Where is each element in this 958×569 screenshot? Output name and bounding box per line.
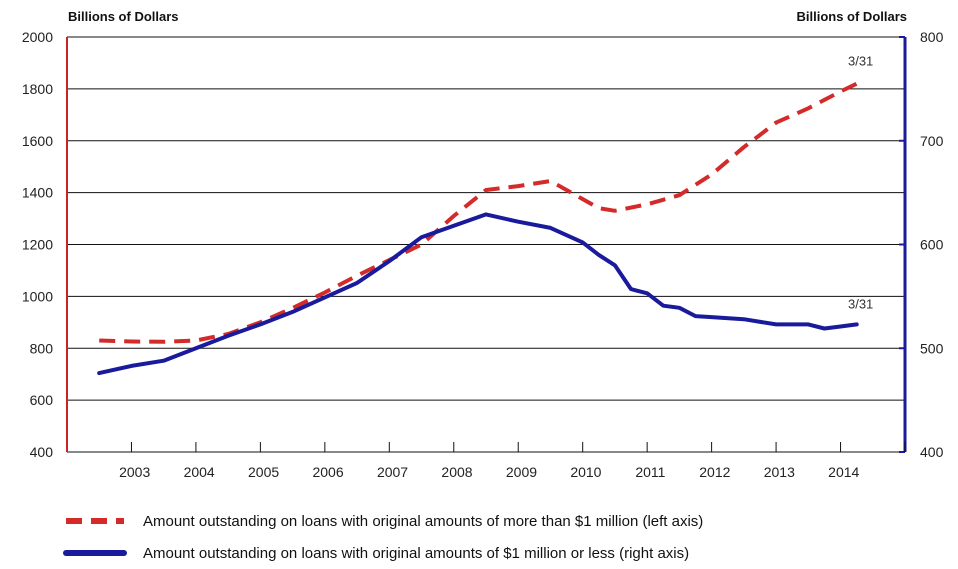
x-tick-label-2011: 2011 xyxy=(635,464,665,480)
x-tick-label-2008: 2008 xyxy=(441,464,472,480)
x-tick-label-2006: 2006 xyxy=(312,464,343,480)
right-tick-label-400: 400 xyxy=(920,444,944,460)
series-line-large-loans xyxy=(99,81,858,344)
x-tick-label-2014: 2014 xyxy=(828,464,859,480)
left-axis-title: Billions of Dollars xyxy=(68,9,179,24)
x-tick-label-2010: 2010 xyxy=(570,464,601,480)
left-axis-ticks: 400 600 800 1000 1200 1400 1600 1800 2000 xyxy=(22,29,53,460)
left-tick-label-1800: 1800 xyxy=(22,81,53,97)
right-axis-title: Billions of Dollars xyxy=(796,9,907,24)
x-tick-label-2003: 2003 xyxy=(119,464,150,480)
left-tick-label-400: 400 xyxy=(30,444,54,460)
x-tick-label-2007: 2007 xyxy=(377,464,408,480)
left-tick-label-1400: 1400 xyxy=(22,185,53,201)
legend: Amount outstanding on loans with origina… xyxy=(63,513,703,562)
right-tick-label-800: 800 xyxy=(920,29,944,45)
left-tick-label-1000: 1000 xyxy=(22,288,53,304)
x-tick-label-2004: 2004 xyxy=(184,464,215,480)
legend-label-small-loans: Amount outstanding on loans with origina… xyxy=(143,545,689,562)
left-tick-label-1600: 1600 xyxy=(22,133,53,149)
right-tick-label-500: 500 xyxy=(920,340,944,356)
left-tick-label-2000: 2000 xyxy=(22,29,53,45)
left-tick-label-800: 800 xyxy=(30,340,54,356)
x-axis-ticks: 2003 2004 2005 2006 2007 2008 2009 2010 2011 2012… xyxy=(119,442,906,480)
left-tick-label-1200: 1200 xyxy=(22,237,53,253)
series-end-labels: 3/31 3/31 xyxy=(848,54,873,312)
series-lines xyxy=(97,81,859,376)
x-tick-label-2005: 2005 xyxy=(248,464,279,480)
x-tick-label-2013: 2013 xyxy=(764,464,795,480)
x-tick-label-2012: 2012 xyxy=(699,464,730,480)
left-tick-label-600: 600 xyxy=(30,392,54,408)
end-label-large-loans: 3/31 xyxy=(848,54,873,69)
right-tick-label-700: 700 xyxy=(920,133,944,149)
right-axis-ticks: 400 500 600 700 800 xyxy=(899,29,944,460)
series-line-small-loans xyxy=(97,212,859,376)
end-label-small-loans: 3/31 xyxy=(848,296,873,311)
x-tick-label-2009: 2009 xyxy=(506,464,537,480)
legend-label-large-loans: Amount outstanding on loans with origina… xyxy=(143,513,703,530)
right-tick-label-600: 600 xyxy=(920,237,944,253)
gridlines xyxy=(67,36,905,453)
